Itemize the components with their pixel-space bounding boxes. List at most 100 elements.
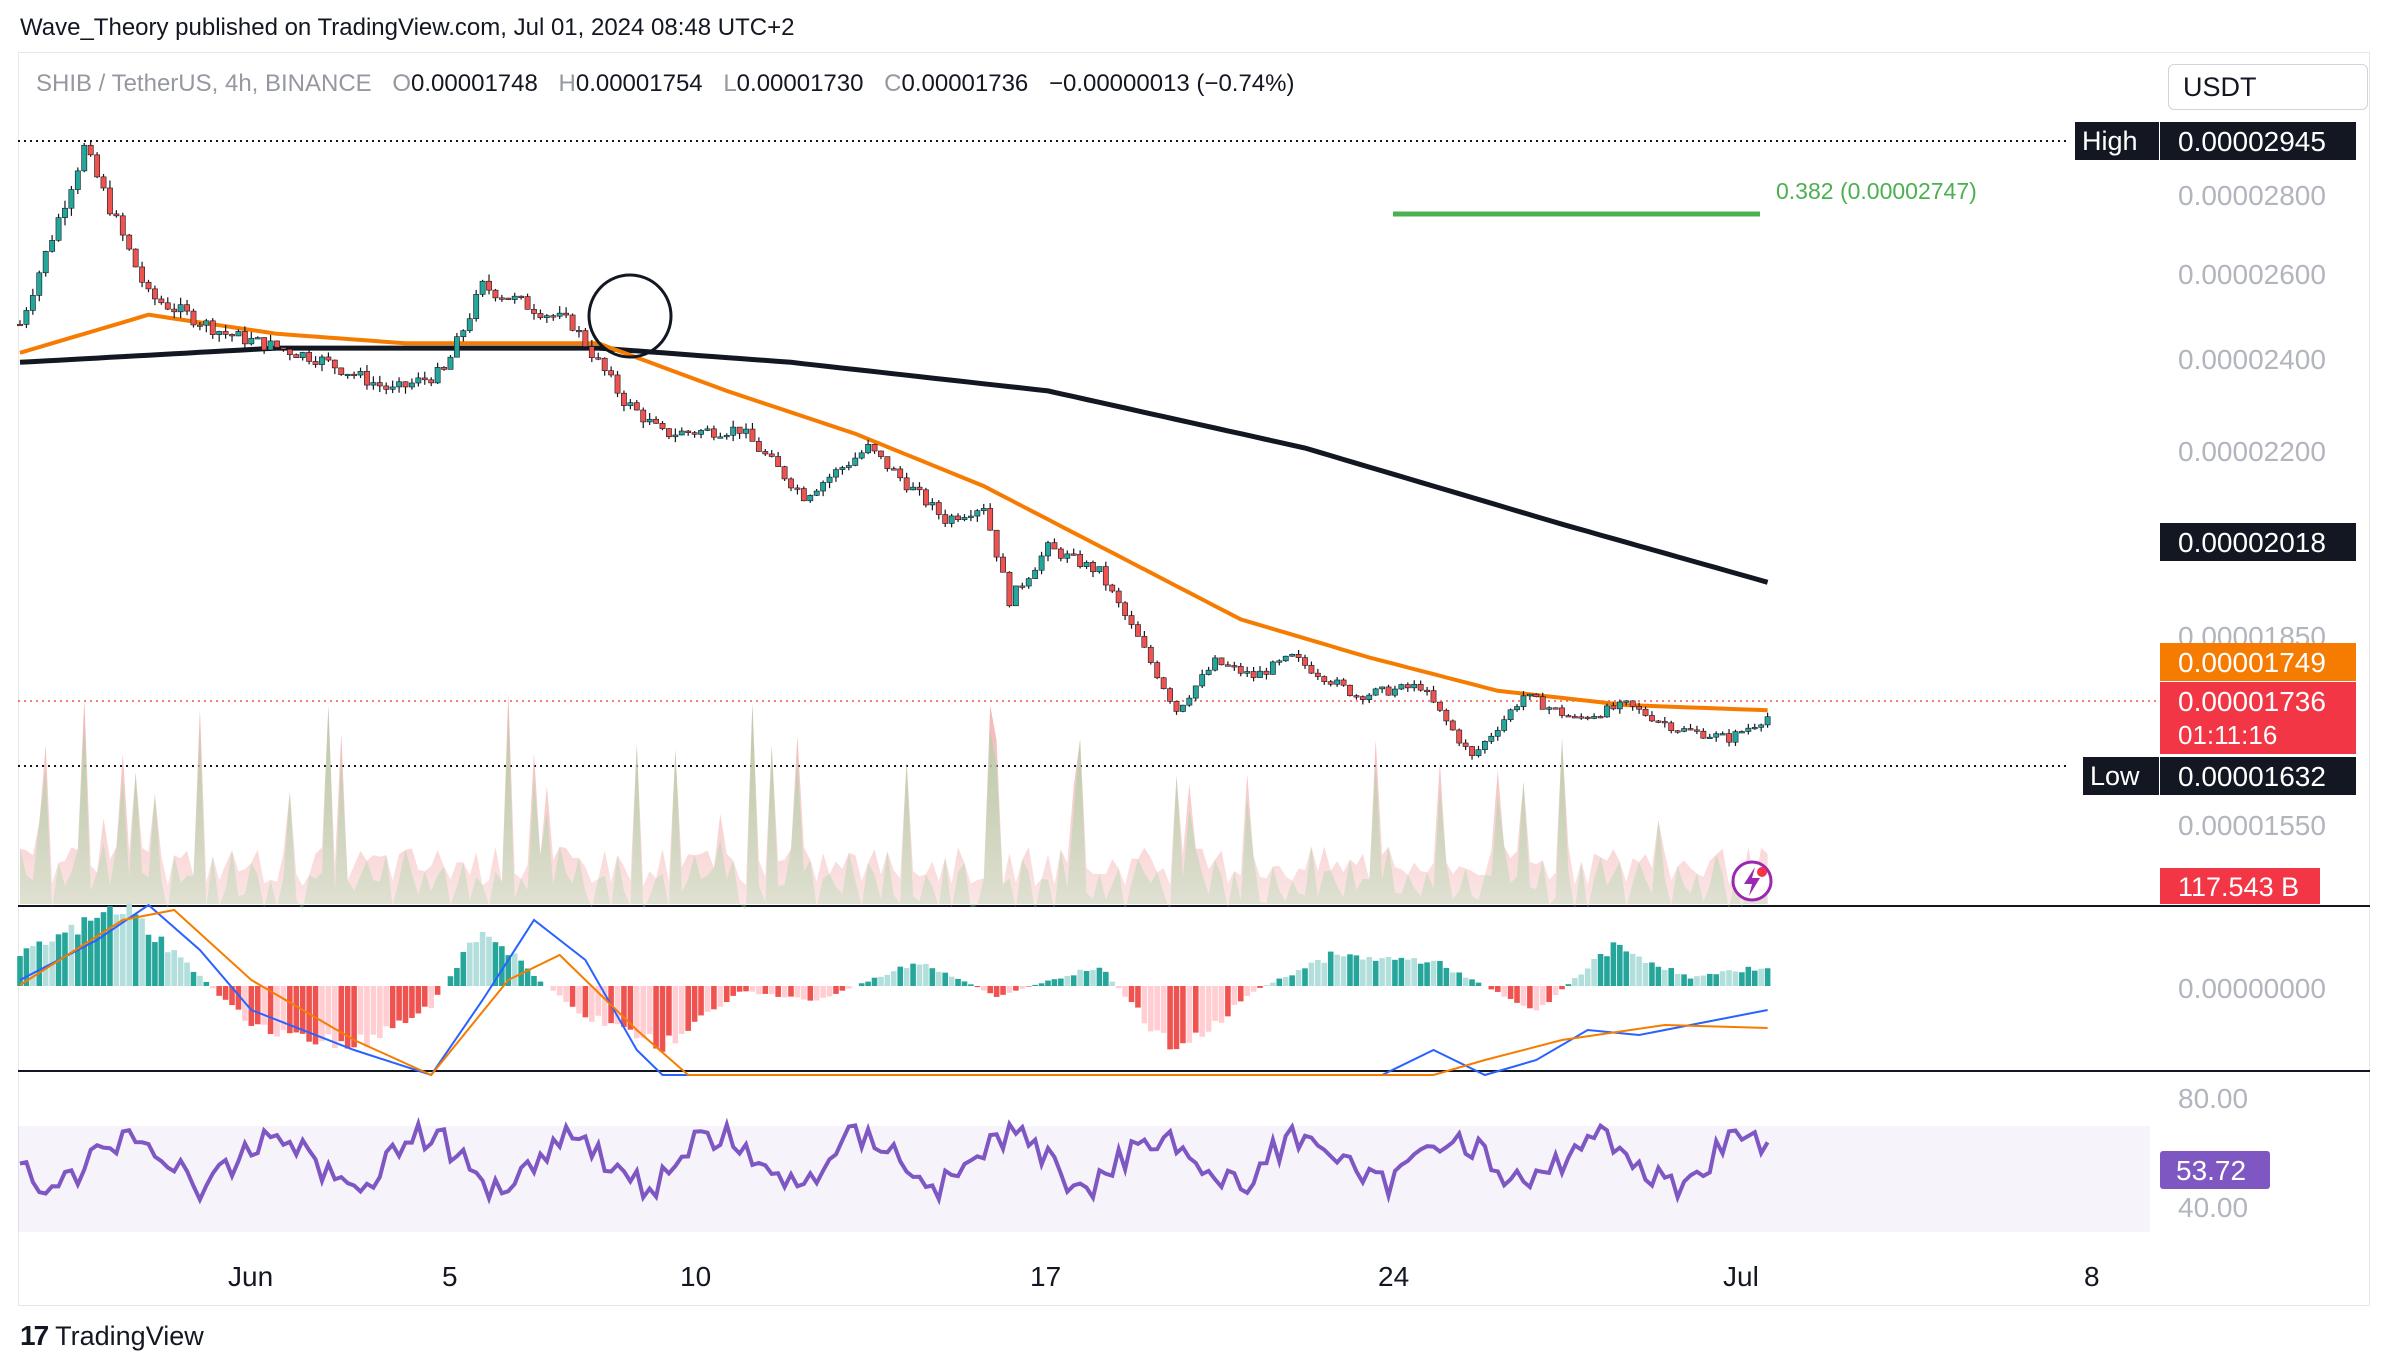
candle[interactable] <box>1526 693 1533 701</box>
candle[interactable] <box>1257 666 1263 678</box>
candle[interactable] <box>865 439 871 455</box>
candle[interactable] <box>1700 728 1707 739</box>
candle[interactable] <box>357 367 364 379</box>
candle[interactable] <box>1308 661 1315 674</box>
candle[interactable] <box>55 213 62 242</box>
candle[interactable] <box>601 357 608 376</box>
candle[interactable] <box>203 318 210 333</box>
candle[interactable] <box>1739 730 1745 734</box>
candle[interactable] <box>1314 668 1321 681</box>
candle[interactable] <box>1147 644 1154 665</box>
candle[interactable] <box>813 488 820 497</box>
candle[interactable] <box>1366 693 1373 703</box>
candle[interactable] <box>312 356 319 368</box>
candle[interactable] <box>1102 561 1109 591</box>
candle[interactable] <box>1552 707 1559 710</box>
candle[interactable] <box>820 480 827 497</box>
candle[interactable] <box>1449 719 1456 731</box>
candle[interactable] <box>1385 684 1392 696</box>
candle[interactable] <box>1032 567 1039 579</box>
candle[interactable] <box>94 152 100 179</box>
candle[interactable] <box>640 407 647 429</box>
candle[interactable] <box>1706 733 1713 739</box>
candle[interactable] <box>132 248 139 268</box>
candle[interactable] <box>768 450 775 458</box>
candle[interactable] <box>897 466 904 482</box>
candle[interactable] <box>923 487 929 508</box>
candle[interactable] <box>1012 585 1019 607</box>
ma200-line[interactable] <box>19 345 1769 585</box>
candle[interactable] <box>1038 551 1045 575</box>
candle[interactable] <box>672 428 679 443</box>
ema50-line[interactable] <box>19 312 1768 713</box>
candle[interactable] <box>1674 729 1681 734</box>
candle[interactable] <box>1462 739 1469 751</box>
candle[interactable] <box>344 373 351 379</box>
candle[interactable] <box>473 289 480 322</box>
candle[interactable] <box>1057 547 1064 562</box>
candle[interactable] <box>1327 680 1334 687</box>
candle[interactable] <box>826 473 833 489</box>
candle[interactable] <box>794 484 801 495</box>
candle[interactable] <box>736 426 743 440</box>
candle[interactable] <box>1045 540 1051 562</box>
candle[interactable] <box>145 279 152 293</box>
candle[interactable] <box>723 433 730 440</box>
candle[interactable] <box>486 274 492 295</box>
candle[interactable] <box>833 467 839 482</box>
candle[interactable] <box>1115 587 1122 608</box>
candle[interactable] <box>1507 708 1514 722</box>
candle[interactable] <box>948 513 955 528</box>
candle[interactable] <box>537 309 544 320</box>
candle[interactable] <box>659 421 666 431</box>
candle[interactable] <box>666 428 672 440</box>
candle[interactable] <box>241 326 248 349</box>
candle[interactable] <box>563 307 570 319</box>
candle[interactable] <box>248 331 255 346</box>
candle[interactable] <box>852 452 859 467</box>
candle[interactable] <box>229 333 235 342</box>
candle[interactable] <box>1186 695 1193 707</box>
candle[interactable] <box>119 212 126 242</box>
candle[interactable] <box>704 425 711 432</box>
candle[interactable] <box>987 503 994 531</box>
candle[interactable] <box>1180 704 1186 713</box>
candle[interactable] <box>1732 729 1739 747</box>
symbol-label[interactable]: SHIB / TetherUS, 4h, BINANCE <box>36 70 372 97</box>
candle[interactable] <box>1604 703 1610 718</box>
candle[interactable] <box>177 297 184 319</box>
candle[interactable] <box>1494 726 1501 741</box>
candle[interactable] <box>351 371 357 379</box>
candle[interactable] <box>1713 731 1720 742</box>
candle[interactable] <box>1559 704 1565 719</box>
candle[interactable] <box>511 292 518 304</box>
candle[interactable] <box>158 295 165 305</box>
candle[interactable] <box>1295 649 1302 662</box>
candle[interactable] <box>453 332 460 358</box>
candle[interactable] <box>980 503 987 515</box>
candle[interactable] <box>993 529 1000 562</box>
candle[interactable] <box>749 422 756 442</box>
candle[interactable] <box>633 400 640 411</box>
candle[interactable] <box>556 306 563 320</box>
candle[interactable] <box>274 340 280 350</box>
candle[interactable] <box>1591 713 1598 720</box>
candle[interactable] <box>36 270 43 302</box>
candle[interactable] <box>1694 725 1700 735</box>
candle[interactable] <box>319 354 325 372</box>
candle[interactable] <box>1109 583 1116 594</box>
candle[interactable] <box>1392 685 1398 698</box>
candle[interactable] <box>1173 700 1180 715</box>
candle[interactable] <box>62 200 68 226</box>
candle[interactable] <box>878 450 884 460</box>
candle[interactable] <box>929 498 936 511</box>
candle[interactable] <box>717 432 724 439</box>
candle[interactable] <box>788 477 794 492</box>
candle[interactable] <box>1668 720 1675 734</box>
candle[interactable] <box>1597 715 1604 719</box>
candle[interactable] <box>139 261 145 288</box>
candle[interactable] <box>1231 661 1238 671</box>
candle[interactable] <box>1019 582 1026 590</box>
candle[interactable] <box>1083 560 1090 569</box>
